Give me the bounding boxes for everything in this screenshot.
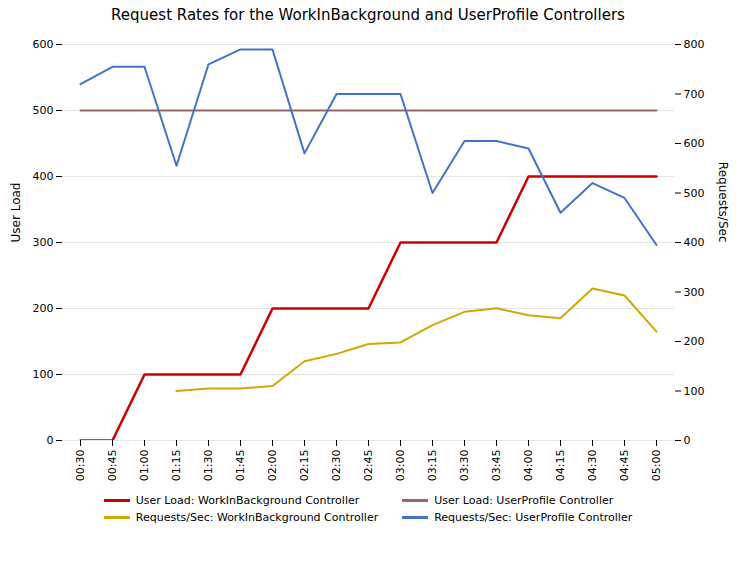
svg-text:400: 400 <box>684 236 705 249</box>
svg-text:01:30: 01:30 <box>202 450 215 482</box>
svg-text:01:45: 01:45 <box>234 450 247 482</box>
svg-text:00:30: 00:30 <box>74 450 87 482</box>
html-text:User Load: WorkInBackground Co: User Load: WorkInBackground Controller <box>135 494 360 507</box>
html-text:Request Rates for the WorkInBa: Request Rates for the WorkInBackground a… <box>111 6 625 24</box>
svg-text:02:15: 02:15 <box>298 450 311 482</box>
svg-text:700: 700 <box>684 88 705 101</box>
html-text:User Load: UserProfile Control: User Load: UserProfile Controller <box>434 494 614 507</box>
svg-text:800: 800 <box>684 38 705 51</box>
svg-text:04:45: 04:45 <box>618 450 631 482</box>
svg-text:00:45: 00:45 <box>106 450 119 482</box>
svg-text:04:30: 04:30 <box>586 450 599 482</box>
svg-text:100: 100 <box>33 368 54 381</box>
svg-text:500: 500 <box>684 187 705 200</box>
svg-text:User Load: User Load <box>9 183 23 243</box>
svg-text:02:00: 02:00 <box>266 450 279 482</box>
svg-text:300: 300 <box>684 286 705 299</box>
svg-text:100: 100 <box>684 385 705 398</box>
svg-text:200: 200 <box>33 302 54 315</box>
svg-text:0: 0 <box>47 434 54 447</box>
svg-text:03:30: 03:30 <box>458 450 471 482</box>
svg-text:400: 400 <box>33 170 54 183</box>
svg-text:05:00: 05:00 <box>650 450 663 482</box>
svg-text:600: 600 <box>684 137 705 150</box>
svg-text:200: 200 <box>684 335 705 348</box>
svg-text:04:15: 04:15 <box>554 450 567 482</box>
svg-text:01:00: 01:00 <box>138 450 151 482</box>
svg-text:03:15: 03:15 <box>426 450 439 482</box>
svg-text:03:45: 03:45 <box>490 450 503 482</box>
html-text:Requests/Sec: WorkInBackground: Requests/Sec: WorkInBackground Controlle… <box>135 511 379 524</box>
svg-text:04:00: 04:00 <box>522 450 535 482</box>
svg-text:0: 0 <box>684 434 691 447</box>
svg-text:03:00: 03:00 <box>394 450 407 482</box>
svg-text:300: 300 <box>33 236 54 249</box>
svg-text:01:15: 01:15 <box>170 450 183 482</box>
svg-text:600: 600 <box>33 38 54 51</box>
svg-text:02:45: 02:45 <box>362 450 375 482</box>
svg-text:500: 500 <box>33 104 54 117</box>
html-text:Requests/Sec: UserProfile Cont: Requests/Sec: UserProfile Controller <box>434 511 633 524</box>
svg-text:02:30: 02:30 <box>330 450 343 482</box>
svg-text:Requests/Sec: Requests/Sec <box>716 162 730 243</box>
